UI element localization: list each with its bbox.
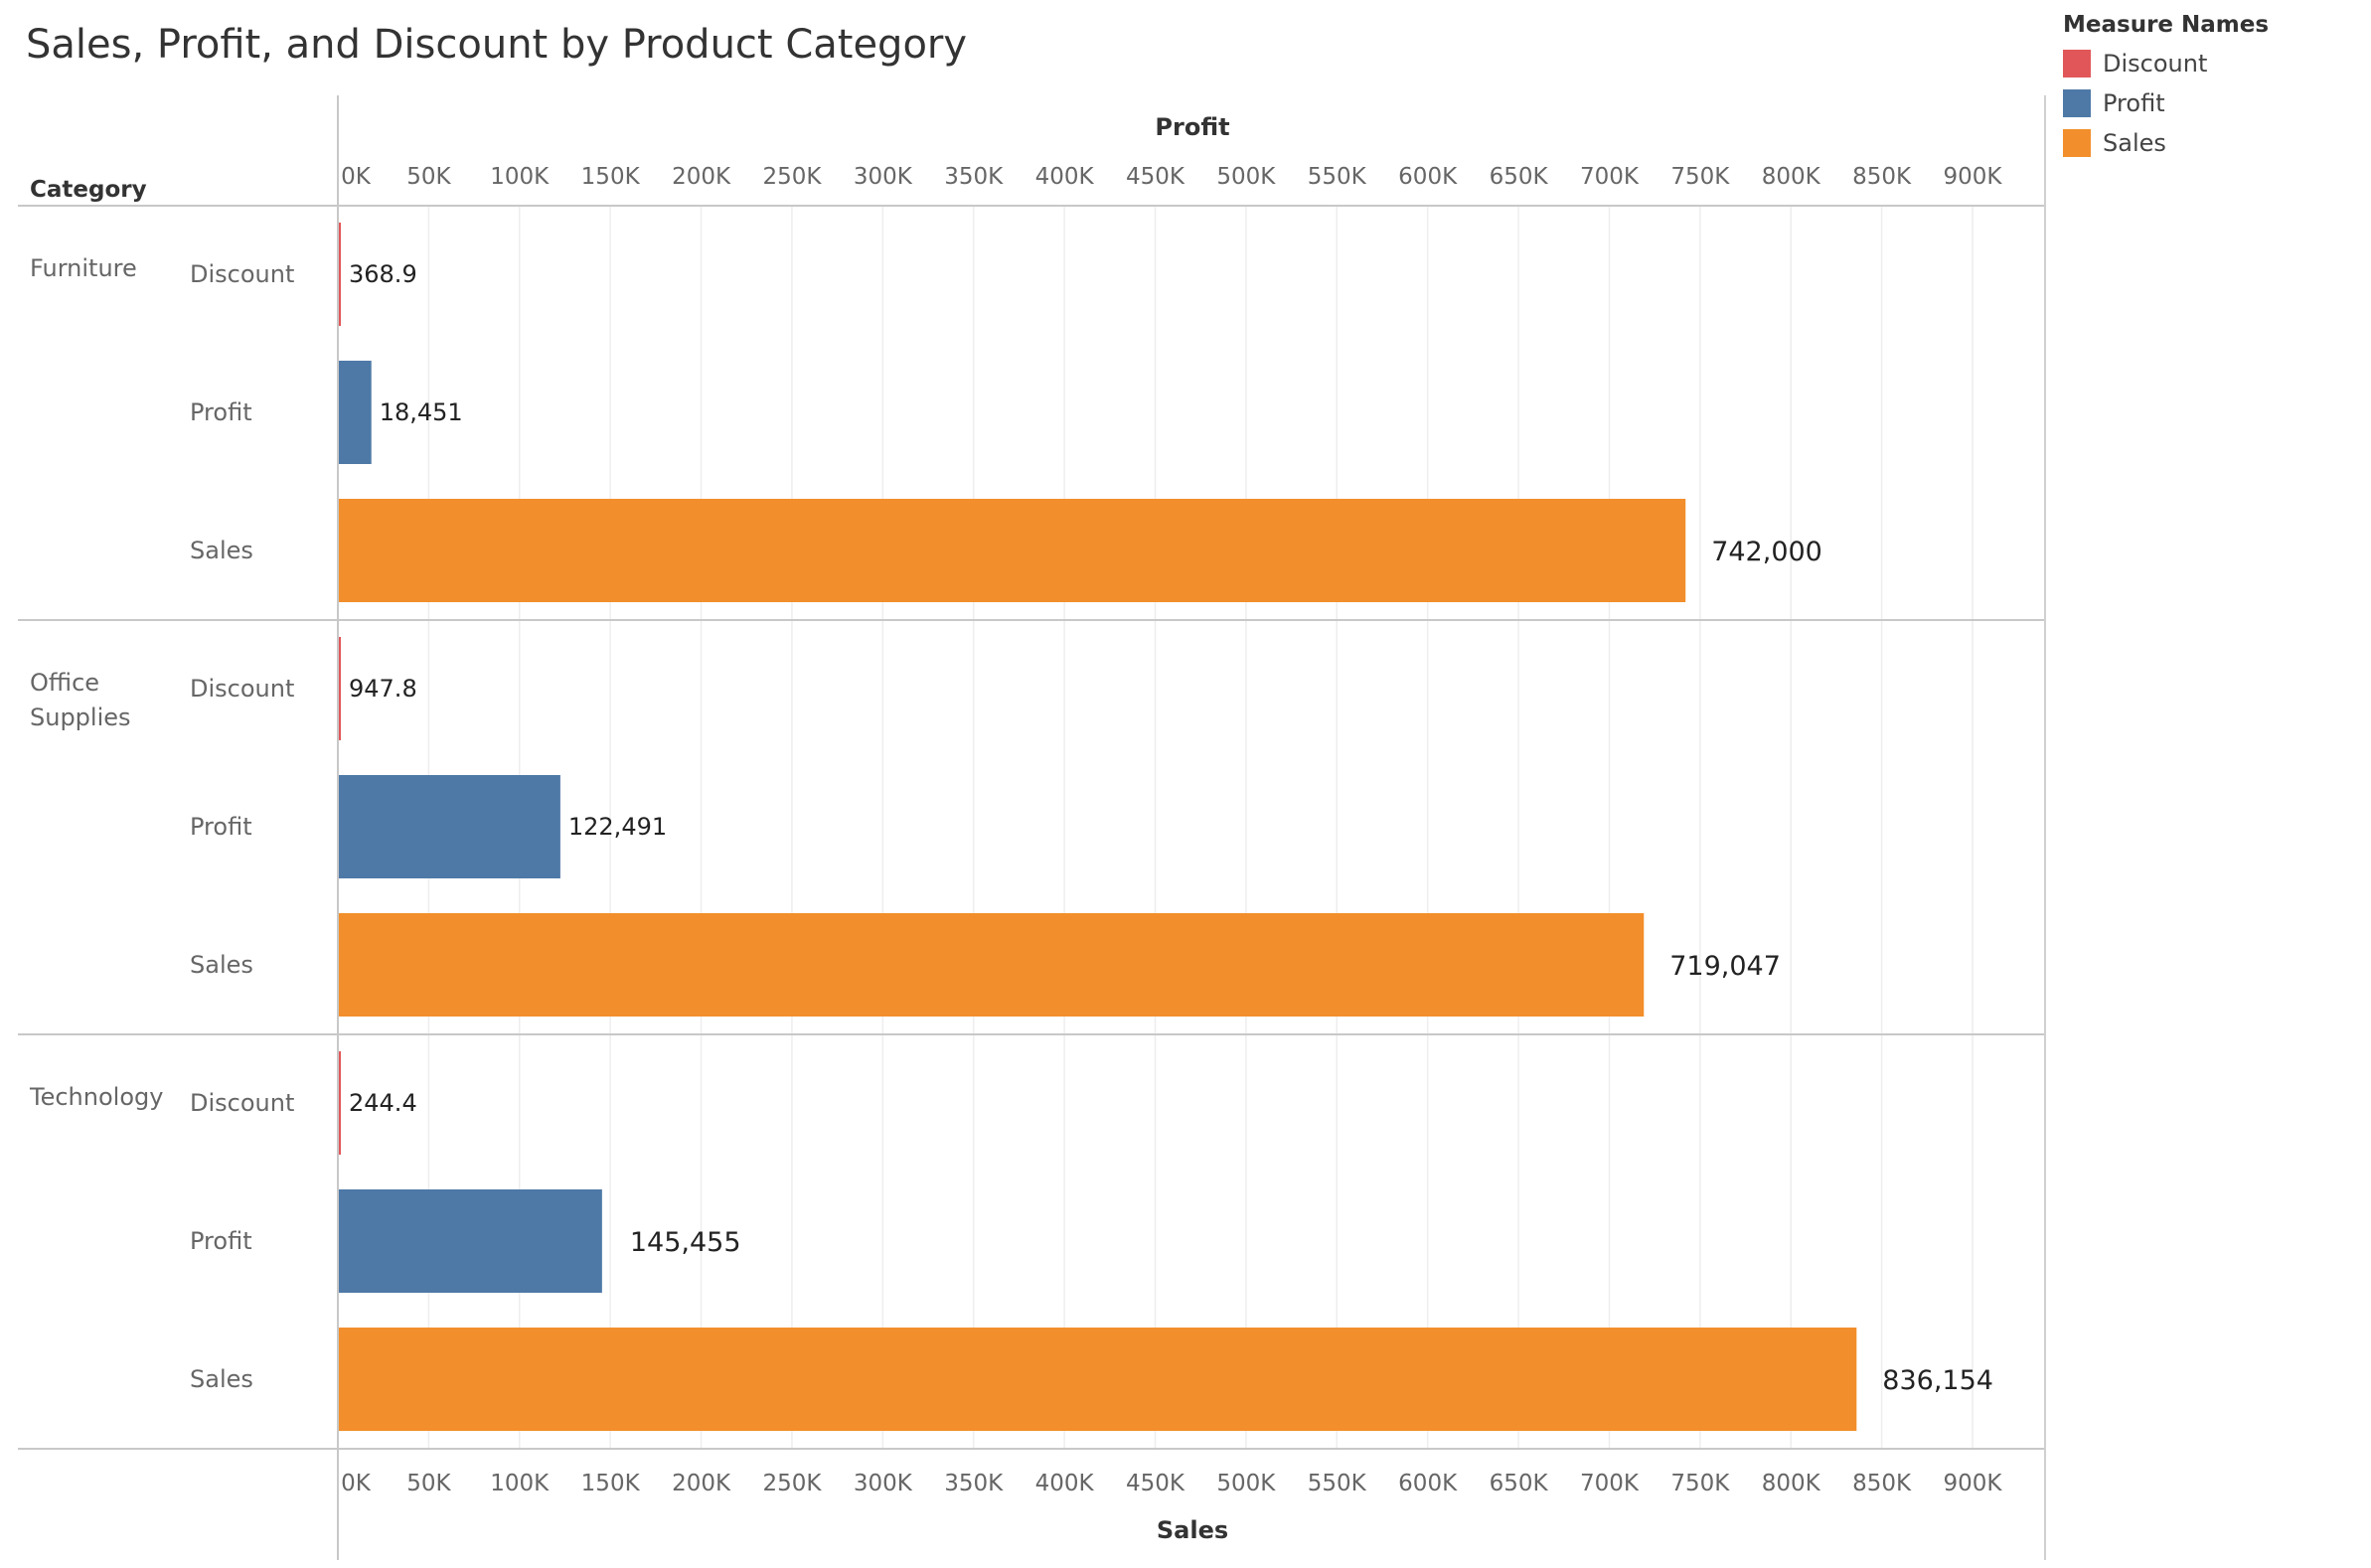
top-tick-label-550k: 550K bbox=[1308, 164, 1367, 190]
bottom-tick-label-200k: 200K bbox=[672, 1471, 731, 1496]
bottom-tick-label-850k: 850K bbox=[1852, 1471, 1912, 1496]
top-tick-label-750k: 750K bbox=[1670, 164, 1730, 190]
bottom-axis-title: Sales bbox=[1157, 1516, 1228, 1544]
bottom-tick-label-750k: 750K bbox=[1670, 1471, 1730, 1496]
row-label-furniture-discount: Discount bbox=[190, 260, 294, 288]
legend-item-profit[interactable]: Profit bbox=[2063, 83, 2361, 123]
top-tick-label-150k: 150K bbox=[581, 164, 641, 190]
top-tick-label-850k: 850K bbox=[1852, 164, 1912, 190]
legend: Measure Names Discount Profit Sales bbox=[2063, 12, 2361, 163]
bottom-tick-label-350k: 350K bbox=[944, 1471, 1004, 1496]
row-label-office-supplies-sales: Sales bbox=[190, 951, 253, 979]
data-label-technology-sales: 836,154 bbox=[1882, 1365, 1993, 1396]
bar-chart: 368.9 Discount 18,451 Profit 742,000 Sales Fur… bbox=[18, 95, 2046, 1560]
data-label-furniture-discount: 368.9 bbox=[349, 260, 417, 288]
data-label-office-supplies-profit: 122,491 bbox=[568, 813, 667, 841]
top-tick-label-650k: 650K bbox=[1490, 164, 1549, 190]
legend-swatch-sales bbox=[2063, 129, 2091, 157]
row-header-category: Category bbox=[30, 177, 147, 203]
top-tick-label-250k: 250K bbox=[762, 164, 822, 190]
bar-furniture-profit bbox=[338, 361, 372, 464]
bottom-tick-label-250k: 250K bbox=[762, 1471, 822, 1496]
top-tick-label-0k: 0K bbox=[341, 164, 372, 190]
bar-technology-sales bbox=[338, 1328, 1857, 1431]
bar-furniture-sales bbox=[338, 499, 1686, 602]
legend-item-discount[interactable]: Discount bbox=[2063, 44, 2361, 83]
top-tick-label-800k: 800K bbox=[1762, 164, 1821, 190]
row-label-technology-profit: Profit bbox=[190, 1227, 252, 1255]
top-axis-title: Profit bbox=[1155, 113, 1229, 141]
bar-technology-profit bbox=[338, 1189, 602, 1293]
legend-title: Measure Names bbox=[2063, 12, 2270, 38]
bottom-tick-label-0k: 0K bbox=[341, 1471, 372, 1496]
bottom-tick-label-500k: 500K bbox=[1216, 1471, 1276, 1496]
bar-technology-discount bbox=[338, 1051, 341, 1155]
top-tick-label-900k: 900K bbox=[1944, 164, 2003, 190]
legend-label-profit: Profit bbox=[2103, 89, 2165, 117]
top-tick-label-400k: 400K bbox=[1035, 164, 1095, 190]
category-label-office-supplies-line1: Office bbox=[30, 669, 99, 697]
bottom-tick-label-700k: 700K bbox=[1580, 1471, 1640, 1496]
data-label-furniture-profit: 18,451 bbox=[380, 398, 463, 426]
bottom-tick-label-300k: 300K bbox=[854, 1471, 913, 1496]
row-label-furniture-profit: Profit bbox=[190, 398, 252, 426]
legend-item-sales[interactable]: Sales bbox=[2063, 123, 2361, 163]
top-tick-label-300k: 300K bbox=[854, 164, 913, 190]
bottom-tick-label-450k: 450K bbox=[1126, 1471, 1186, 1496]
row-label-technology-discount: Discount bbox=[190, 1089, 294, 1117]
legend-label-discount: Discount bbox=[2103, 50, 2208, 78]
top-tick-label-50k: 50K bbox=[406, 164, 451, 190]
top-tick-label-600k: 600K bbox=[1398, 164, 1458, 190]
category-label-furniture: Furniture bbox=[30, 254, 137, 282]
chart-title: Sales, Profit, and Discount by Product C… bbox=[26, 22, 968, 68]
top-tick-label-500k: 500K bbox=[1216, 164, 1276, 190]
bar-office-supplies-discount bbox=[338, 637, 341, 740]
data-label-technology-discount: 244.4 bbox=[349, 1089, 417, 1117]
top-tick-label-700k: 700K bbox=[1580, 164, 1640, 190]
row-label-office-supplies-discount: Discount bbox=[190, 675, 294, 703]
bottom-tick-label-400k: 400K bbox=[1035, 1471, 1095, 1496]
bottom-tick-label-50k: 50K bbox=[406, 1471, 451, 1496]
bottom-tick-label-800k: 800K bbox=[1762, 1471, 1821, 1496]
bottom-tick-label-900k: 900K bbox=[1944, 1471, 2003, 1496]
bottom-tick-label-150k: 150K bbox=[581, 1471, 641, 1496]
top-tick-label-450k: 450K bbox=[1126, 164, 1186, 190]
data-label-office-supplies-discount: 947.8 bbox=[349, 675, 417, 703]
legend-label-sales: Sales bbox=[2103, 129, 2166, 157]
legend-swatch-discount bbox=[2063, 50, 2091, 78]
bar-furniture-discount bbox=[338, 223, 341, 326]
row-label-technology-sales: Sales bbox=[190, 1365, 253, 1393]
category-label-technology: Technology bbox=[29, 1083, 163, 1111]
data-label-office-supplies-sales: 719,047 bbox=[1669, 951, 1781, 982]
legend-swatch-profit bbox=[2063, 89, 2091, 117]
row-label-office-supplies-profit: Profit bbox=[190, 813, 252, 841]
row-label-furniture-sales: Sales bbox=[190, 537, 253, 564]
data-label-technology-profit: 145,455 bbox=[630, 1227, 741, 1258]
bottom-tick-label-100k: 100K bbox=[490, 1471, 550, 1496]
top-tick-label-100k: 100K bbox=[490, 164, 550, 190]
data-label-furniture-sales: 742,000 bbox=[1711, 537, 1822, 567]
top-tick-label-350k: 350K bbox=[944, 164, 1004, 190]
top-tick-label-200k: 200K bbox=[672, 164, 731, 190]
bottom-tick-label-550k: 550K bbox=[1308, 1471, 1367, 1496]
bottom-tick-label-600k: 600K bbox=[1398, 1471, 1458, 1496]
bottom-tick-label-650k: 650K bbox=[1490, 1471, 1549, 1496]
category-label-office-supplies-line2: Supplies bbox=[30, 704, 131, 731]
bar-office-supplies-sales bbox=[338, 913, 1645, 1017]
bar-office-supplies-profit bbox=[338, 775, 560, 878]
